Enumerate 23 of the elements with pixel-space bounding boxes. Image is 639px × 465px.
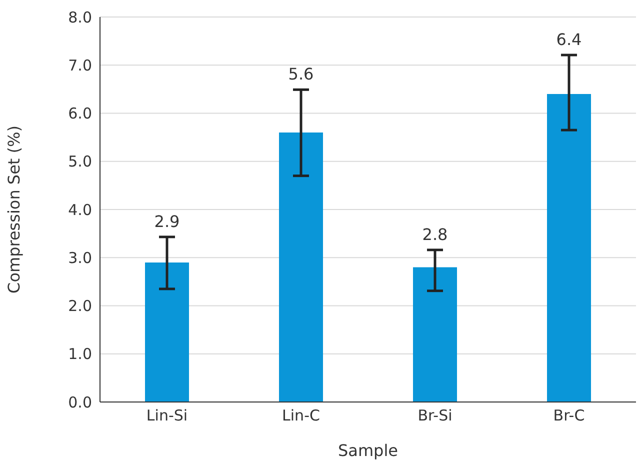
- data-label: 2.9: [154, 212, 180, 231]
- bar: [145, 262, 189, 402]
- y-tick-label: 6.0: [68, 104, 92, 123]
- y-tick-label: 7.0: [68, 56, 92, 74]
- x-tick-label: Lin-C: [282, 406, 320, 425]
- x-tick-label: Lin-Si: [146, 406, 188, 425]
- bar: [279, 132, 323, 402]
- data-label: 5.6: [288, 64, 314, 84]
- x-axis-title: Sample: [338, 441, 398, 460]
- y-tick-label: 3.0: [68, 248, 92, 267]
- y-tick-label: 1.0: [68, 345, 92, 364]
- x-tick-label: Br-Si: [418, 406, 452, 425]
- y-axis-title: Compression Set (%): [4, 126, 24, 294]
- y-tick-label: 8.0: [68, 8, 92, 26]
- bar: [413, 267, 457, 402]
- y-tick-label: 2.0: [68, 297, 92, 316]
- x-tick-label: Br-C: [553, 406, 585, 425]
- y-tick-label: 4.0: [68, 200, 92, 219]
- data-label: 6.4: [556, 30, 582, 50]
- data-label: 2.8: [422, 224, 448, 244]
- y-tick-label: 5.0: [68, 152, 92, 171]
- bar: [547, 94, 591, 402]
- y-tick-label: 0.0: [68, 393, 92, 412]
